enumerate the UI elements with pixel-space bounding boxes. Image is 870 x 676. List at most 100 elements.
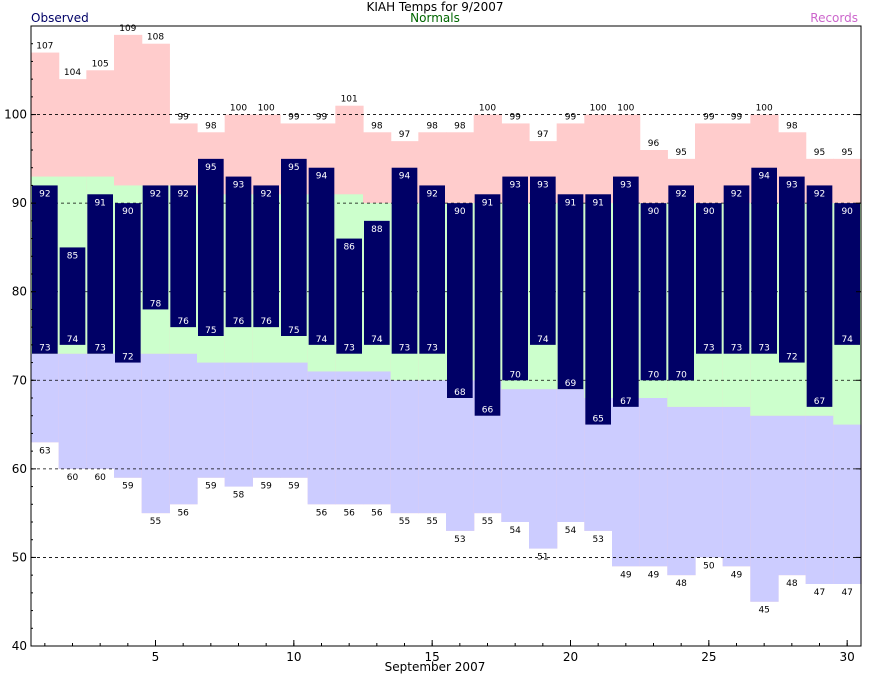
- record-low-label: 48: [675, 579, 687, 589]
- record-low-label: 56: [316, 508, 328, 518]
- record-low-band: [612, 398, 641, 567]
- observed-high-label: 90: [841, 207, 853, 217]
- record-high-label: 100: [617, 104, 634, 114]
- record-low-label: 59: [122, 482, 134, 492]
- record-low-band: [141, 353, 170, 514]
- record-low-label: 49: [648, 570, 660, 580]
- record-low-band: [667, 406, 696, 576]
- record-low-band: [501, 389, 530, 522]
- record-low-label: 47: [841, 588, 852, 598]
- record-low-band: [695, 406, 724, 558]
- record-low-label: 45: [758, 606, 769, 616]
- observed-high-label: 95: [288, 163, 299, 173]
- observed-bar: [668, 185, 694, 381]
- observed-low-label: 74: [316, 335, 328, 345]
- record-high-label: 96: [648, 139, 660, 149]
- record-low-label: 63: [39, 446, 50, 456]
- x-tick-label: 10: [286, 650, 301, 664]
- legend-observed: Observed: [31, 11, 89, 25]
- record-low-label: 55: [482, 517, 493, 527]
- record-low-label: 50: [703, 561, 715, 571]
- record-high-label: 100: [590, 104, 607, 114]
- record-low-label: 53: [592, 535, 603, 545]
- observed-high-label: 95: [205, 163, 216, 173]
- record-low-label: 59: [288, 482, 300, 492]
- observed-bar: [32, 185, 58, 354]
- observed-bar: [806, 185, 833, 407]
- observed-bar: [281, 158, 307, 336]
- record-low-label: 59: [205, 482, 217, 492]
- observed-low-label: 74: [67, 335, 79, 345]
- observed-low-label: 69: [565, 379, 577, 389]
- record-high-label: 108: [147, 33, 164, 43]
- record-low-band: [86, 353, 115, 469]
- record-high-label: 101: [341, 95, 358, 105]
- observed-low-label: 76: [177, 317, 189, 327]
- observed-high-label: 91: [94, 198, 105, 208]
- observed-low-label: 66: [482, 406, 494, 416]
- x-tick-label: 25: [701, 650, 716, 664]
- x-axis-label: September 2007: [384, 660, 486, 674]
- record-low-label: 56: [343, 508, 355, 518]
- record-high-label: 100: [756, 104, 773, 114]
- observed-low-label: 74: [537, 335, 549, 345]
- observed-low-label: 73: [94, 344, 105, 354]
- record-high-label: 98: [786, 121, 798, 131]
- observed-low-label: 73: [731, 344, 742, 354]
- plot-frame: [30, 25, 862, 647]
- x-tick-label: 15: [425, 650, 440, 664]
- observed-bar: [170, 185, 196, 328]
- record-high-label: 99: [509, 112, 521, 122]
- record-low-band: [280, 362, 309, 478]
- observed-low-label: 76: [260, 317, 272, 327]
- y-tick-label: 60: [12, 462, 27, 476]
- observed-high-label: 90: [454, 207, 466, 217]
- record-low-label: 53: [454, 535, 465, 545]
- record-low-band: [805, 415, 834, 584]
- observed-bar: [474, 194, 501, 416]
- observed-high-label: 88: [371, 225, 383, 235]
- y-tick-label: 50: [12, 550, 27, 564]
- observed-bar: [696, 203, 722, 354]
- observed-bar: [834, 203, 860, 345]
- record-high-label: 99: [731, 112, 743, 122]
- record-low-label: 48: [786, 579, 798, 589]
- observed-high-label: 94: [758, 172, 770, 182]
- record-high-label: 97: [537, 130, 548, 140]
- observed-low-label: 74: [841, 335, 853, 345]
- record-low-band: [722, 406, 751, 567]
- y-tick-label: 70: [12, 373, 27, 387]
- observed-low-label: 73: [703, 344, 714, 354]
- observed-low-label: 70: [675, 370, 687, 380]
- legend-records: Records: [810, 11, 858, 25]
- observed-low-label: 76: [233, 317, 245, 327]
- record-high-label: 97: [399, 130, 410, 140]
- record-high-label: 105: [92, 59, 109, 69]
- record-low-band: [169, 353, 198, 505]
- observed-high-label: 92: [426, 189, 437, 199]
- observed-low-label: 67: [814, 397, 825, 407]
- record-high-label: 100: [230, 104, 247, 114]
- observed-bar: [391, 167, 418, 354]
- observed-high-label: 90: [122, 207, 134, 217]
- observed-low-label: 65: [592, 415, 603, 425]
- y-tick-label: 90: [12, 196, 27, 210]
- observed-high-label: 94: [316, 172, 328, 182]
- observed-bar: [530, 176, 556, 345]
- x-tick-label: 30: [840, 650, 855, 664]
- record-high-label: 95: [814, 148, 825, 158]
- x-tick-label: 5: [152, 650, 160, 664]
- x-tick-label: 20: [563, 650, 578, 664]
- observed-bar: [723, 185, 750, 354]
- record-low-label: 59: [260, 482, 272, 492]
- record-high-label: 99: [565, 112, 577, 122]
- observed-bar: [308, 167, 335, 345]
- observed-low-label: 72: [122, 353, 133, 363]
- record-low-label: 49: [620, 570, 632, 580]
- observed-bar: [336, 238, 362, 354]
- record-low-band: [224, 362, 253, 487]
- record-low-label: 56: [177, 508, 189, 518]
- observed-high-label: 92: [731, 189, 742, 199]
- y-tick-label: 40: [12, 639, 27, 653]
